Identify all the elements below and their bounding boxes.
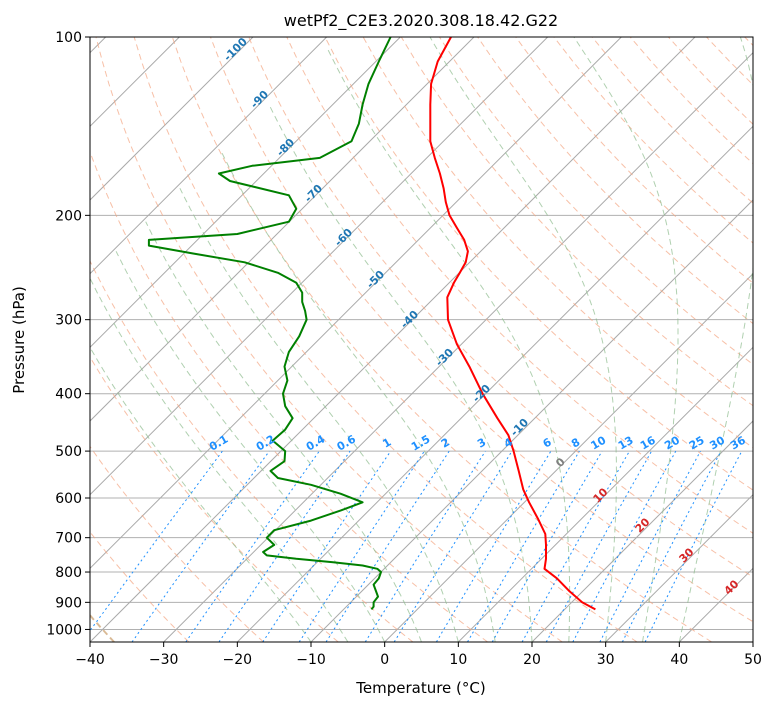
y-tick-label: 600 (55, 491, 82, 507)
dry-adiabat-line (515, 37, 753, 284)
y-tick-label: 500 (55, 444, 82, 460)
isotherm-line (90, 37, 328, 275)
moist-adiabat-line (115, 251, 386, 642)
y-tick-label: 900 (55, 595, 82, 611)
y-tick-label: 1000 (46, 622, 82, 638)
dry-adiabat-line (324, 37, 753, 491)
x-tick-label: 30 (597, 652, 615, 668)
isotherm-line (605, 493, 753, 642)
isotherm-line (90, 37, 622, 570)
mixing-ratio-line (364, 450, 486, 642)
y-tick-label: 300 (55, 313, 82, 329)
x-tick-label: −40 (75, 652, 105, 668)
mixing-ratio-line (325, 450, 450, 642)
mixing-ratio-line (298, 450, 425, 642)
dry-adiabat-line (210, 37, 753, 623)
mixing-ratio-line (90, 450, 223, 632)
moist-adiabat-line (90, 346, 312, 642)
adiabat-layer (90, 37, 753, 642)
isotherm-line (90, 37, 696, 642)
isotherm-line (163, 51, 753, 642)
moist-adiabat-line (429, 37, 617, 642)
moist-adiabat-line (268, 104, 533, 642)
isotherm-line (90, 37, 254, 201)
y-tick-label: 100 (55, 30, 82, 46)
moist-adiabat-line (179, 187, 459, 642)
mixing-ratio-line (521, 450, 630, 642)
dry-adiabat-line (95, 37, 563, 642)
mixing-ratio-line (491, 450, 603, 642)
isotherm-line (384, 272, 753, 642)
mixing-ratio-layer (90, 450, 743, 642)
mixing-ratio-line (185, 450, 320, 642)
mixing-ratio-line (599, 450, 701, 642)
mixing-ratio-line (572, 450, 677, 642)
x-tick-label: 10 (449, 652, 467, 668)
dry-adiabat-line (286, 37, 753, 534)
isotherm-layer (90, 37, 753, 642)
x-tick-layer: −40 −30 −20 −10 0 10 20 30 40 50 (75, 642, 762, 668)
mixing-ratio-line (545, 450, 653, 642)
dry-adiabat-line (90, 259, 414, 642)
moist-adiabat-line (90, 277, 349, 642)
isotherm-line (531, 420, 753, 642)
plot-frame (89, 36, 754, 643)
mixing-ratio-line (467, 450, 580, 642)
mixing-ratio-line (393, 450, 513, 642)
moist-adiabat-line (678, 37, 753, 642)
dry-adiabat-line (133, 37, 638, 642)
x-tick-label: 20 (523, 652, 541, 668)
mixing-ratio-line (131, 450, 270, 642)
x-tick-label: −10 (296, 652, 326, 668)
isotherm-line (236, 125, 753, 642)
y-axis-title: Pressure (hPa) (10, 286, 28, 394)
y-tick-label: 400 (55, 387, 82, 403)
x-tick-label: 0 (380, 652, 389, 668)
y-tick-label: 800 (55, 565, 82, 581)
isotherm-line (90, 37, 475, 422)
dry-adiabat-line (90, 445, 264, 642)
moist-adiabat-line (219, 149, 496, 642)
isotherm-line (90, 37, 549, 496)
x-tick-label: 40 (670, 652, 688, 668)
dewpoint-profile-line (147, 37, 392, 611)
isotherm-line (457, 346, 753, 642)
series-layer (147, 37, 596, 611)
temperature-profile-line (429, 37, 596, 611)
dry-adiabat-line (248, 37, 753, 578)
moist-adiabat-line (327, 49, 571, 642)
y-tick-label: 200 (55, 208, 82, 224)
moist-adiabat-line (573, 37, 679, 642)
y-tick-label: 700 (55, 531, 82, 547)
dry-adiabat-line (171, 37, 712, 642)
x-tick-label: 50 (744, 652, 762, 668)
x-tick-label: −30 (149, 652, 179, 668)
mixing-ratio-line (435, 450, 552, 642)
mixing-ratio-line (621, 450, 722, 642)
y-tick-layer: 100 200 300 400 500 600 700 800 900 1000 (46, 30, 90, 638)
chart-title: wetPf2_C2E3.2020.308.18.42.G22 (284, 11, 558, 31)
x-axis-title: Temperature (°C) (355, 679, 485, 697)
x-tick-label: −20 (223, 652, 253, 668)
mixing-ratio-line (644, 450, 743, 642)
isotherm-line (90, 37, 401, 349)
